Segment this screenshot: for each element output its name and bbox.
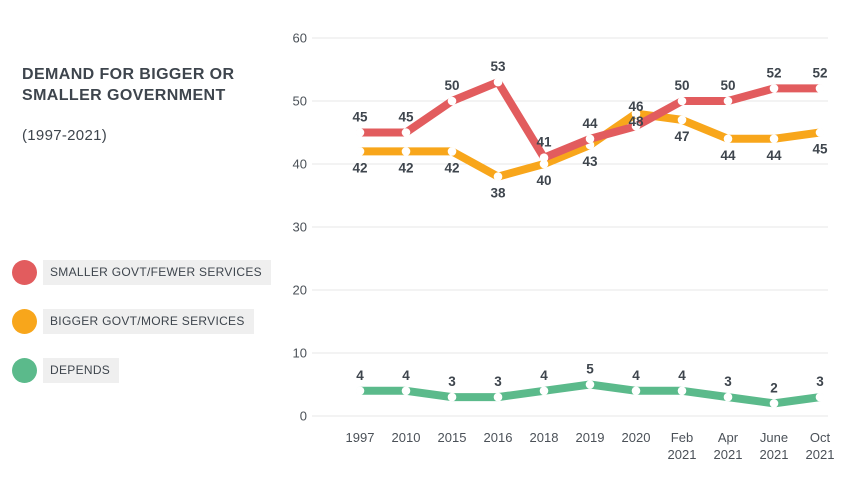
data-point-label: 4 <box>540 368 548 383</box>
x-axis-tick-label: June 2021 <box>760 430 789 462</box>
data-point-label: 2 <box>770 380 778 395</box>
y-axis-tick-label: 20 <box>293 283 307 298</box>
data-point-dot <box>539 153 549 162</box>
page-subtitle: (1997-2021) <box>22 127 108 144</box>
legend-item-label: DEPENDS <box>43 357 120 383</box>
legend-item-bigger-govt: BIGGER GOVT/MORE SERVICES <box>12 308 280 334</box>
data-point-label: 43 <box>582 154 598 169</box>
data-point-dot <box>539 386 549 396</box>
page-title: DEMAND FOR BIGGER OR SMALLER GOVERNMENT <box>22 66 235 105</box>
data-point-dot <box>447 392 457 402</box>
y-axis-tick-label: 60 <box>293 31 307 46</box>
data-point-label: 40 <box>536 173 551 188</box>
data-point-label: 48 <box>628 114 644 129</box>
data-point-label: 45 <box>352 110 368 125</box>
data-point-label: 38 <box>490 186 506 201</box>
data-point-dot <box>401 128 411 137</box>
x-axis-tick-label: Feb 2021 <box>668 430 697 462</box>
data-point-dot <box>585 380 595 389</box>
data-point-label: 3 <box>494 374 502 389</box>
data-point-dot <box>815 128 825 137</box>
legend-item-smaller-govt: SMALLER GOVT/FEWER SERVICES <box>12 259 280 285</box>
data-point-label: 53 <box>490 59 506 74</box>
data-point-label: 3 <box>816 374 824 389</box>
data-point-label: 42 <box>398 160 413 175</box>
data-point-label: 4 <box>632 368 640 383</box>
data-point-label: 50 <box>720 78 735 93</box>
data-point-dot <box>815 392 825 402</box>
data-point-label: 5 <box>586 362 594 377</box>
data-point-dot <box>631 121 641 131</box>
data-point-label: 4 <box>356 368 364 383</box>
data-point-label: 4 <box>402 368 410 383</box>
data-point-dot <box>769 399 779 408</box>
data-point-dot <box>493 392 503 402</box>
legend-color-dot-icon <box>12 308 37 334</box>
data-point-label: 3 <box>448 374 456 389</box>
legend-item-label: SMALLER GOVT/FEWER SERVICES <box>43 259 271 285</box>
legend-color-dot-icon <box>12 259 37 285</box>
left-panel: DEMAND FOR BIGGER OR SMALLER GOVERNMENT … <box>0 0 280 482</box>
x-axis-tick-label: 2020 <box>622 430 651 445</box>
data-point-label: 41 <box>536 135 552 150</box>
x-axis-tick-label: 2015 <box>438 430 467 445</box>
data-point-dot <box>631 109 641 118</box>
data-point-dot <box>355 147 365 156</box>
data-point-dot <box>769 84 779 93</box>
data-point-dot <box>723 134 733 144</box>
data-point-label: 52 <box>812 65 827 80</box>
y-axis-tick-label: 10 <box>293 346 307 361</box>
y-axis-tick-label: 50 <box>293 94 307 109</box>
data-point-label: 4 <box>678 368 686 383</box>
data-point-dot <box>355 386 365 396</box>
legend-color-dot-icon <box>12 357 37 383</box>
data-point-dot <box>769 134 779 144</box>
data-point-label: 42 <box>352 160 367 175</box>
data-point-label: 46 <box>628 99 644 114</box>
data-point-dot <box>493 77 503 87</box>
data-point-label: 50 <box>444 78 459 93</box>
y-axis-tick-label: 0 <box>300 409 307 424</box>
data-point-label: 50 <box>674 78 689 93</box>
data-point-dot <box>493 172 503 181</box>
data-point-dot <box>539 159 549 169</box>
data-point-dot <box>723 96 733 106</box>
data-point-label: 44 <box>766 148 782 163</box>
data-point-dot <box>723 392 733 402</box>
data-point-label: 3 <box>724 374 732 389</box>
data-point-dot <box>447 96 457 106</box>
legend: SMALLER GOVT/FEWER SERVICES BIGGER GOVT/… <box>12 259 280 406</box>
data-point-label: 47 <box>674 129 689 144</box>
data-point-dot <box>401 386 411 396</box>
y-axis-tick-label: 40 <box>293 157 307 172</box>
data-point-dot <box>585 134 595 144</box>
x-axis-tick-label: 1997 <box>346 430 375 445</box>
data-point-dot <box>401 147 411 156</box>
data-point-dot <box>815 84 825 93</box>
legend-item-label: BIGGER GOVT/MORE SERVICES <box>43 308 254 334</box>
data-point-dot <box>631 386 641 396</box>
data-point-label: 42 <box>444 160 459 175</box>
y-axis-tick-label: 30 <box>293 220 307 235</box>
data-point-dot <box>677 115 687 125</box>
legend-item-depends: DEPENDS <box>12 357 280 383</box>
x-axis-tick-label: 2018 <box>530 430 559 445</box>
data-point-dot <box>677 96 687 106</box>
x-axis-tick-label: Oct 2021 <box>806 430 835 462</box>
x-axis-tick-label: 2016 <box>484 430 513 445</box>
data-point-label: 44 <box>582 116 598 131</box>
x-axis-tick-label: 2010 <box>392 430 421 445</box>
data-point-dot <box>677 386 687 396</box>
data-point-dot <box>447 147 457 156</box>
data-point-label: 44 <box>720 148 736 163</box>
x-axis-tick-label: 2019 <box>576 430 605 445</box>
data-point-label: 45 <box>398 110 414 125</box>
x-axis-tick-label: Apr 2021 <box>714 430 743 462</box>
data-point-dot <box>355 128 365 137</box>
data-point-label: 52 <box>766 65 781 80</box>
data-point-label: 45 <box>812 142 828 157</box>
